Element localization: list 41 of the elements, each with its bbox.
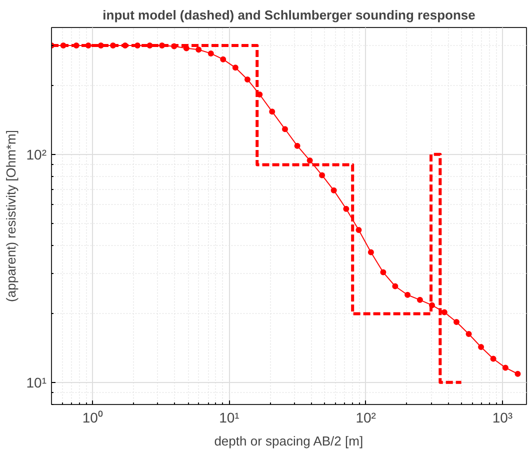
x-tick-label: 10²: [356, 410, 376, 426]
x-axis-title: depth or spacing AB/2 [m]: [214, 434, 364, 448]
point: [60, 42, 66, 49]
point: [514, 370, 521, 377]
point: [490, 356, 496, 362]
point: [441, 309, 448, 316]
point: [343, 206, 350, 212]
point: [85, 42, 92, 49]
point: [146, 42, 153, 49]
point: [319, 172, 326, 178]
point: [380, 269, 386, 276]
point: [368, 249, 374, 256]
point: [466, 331, 472, 338]
x-tick-label: 10⁰: [82, 410, 103, 426]
point: [306, 157, 313, 164]
point: [196, 46, 202, 53]
point: [220, 56, 226, 62]
point: [356, 226, 362, 233]
point: [416, 296, 423, 303]
x-tick-label: 10¹: [219, 410, 240, 426]
point: [98, 42, 104, 49]
point: [294, 142, 300, 149]
point: [232, 64, 238, 71]
point: [428, 302, 435, 308]
point: [392, 283, 398, 290]
point: [171, 43, 178, 50]
y-axis-title: (apparent) resistivity [Ohm*m]: [3, 130, 18, 302]
chart-title: input model (dashed) and Schlumberger sounding response: [102, 8, 476, 22]
point: [269, 108, 276, 115]
point: [404, 292, 411, 298]
point: [159, 42, 165, 49]
point: [244, 76, 250, 82]
point: [330, 187, 337, 194]
point: [282, 126, 288, 132]
point: [122, 42, 128, 49]
x-tick-label: 10³: [492, 410, 513, 426]
point: [502, 364, 508, 371]
point: [73, 42, 80, 49]
point: [478, 344, 484, 350]
point: [454, 319, 460, 326]
point: [208, 50, 214, 56]
